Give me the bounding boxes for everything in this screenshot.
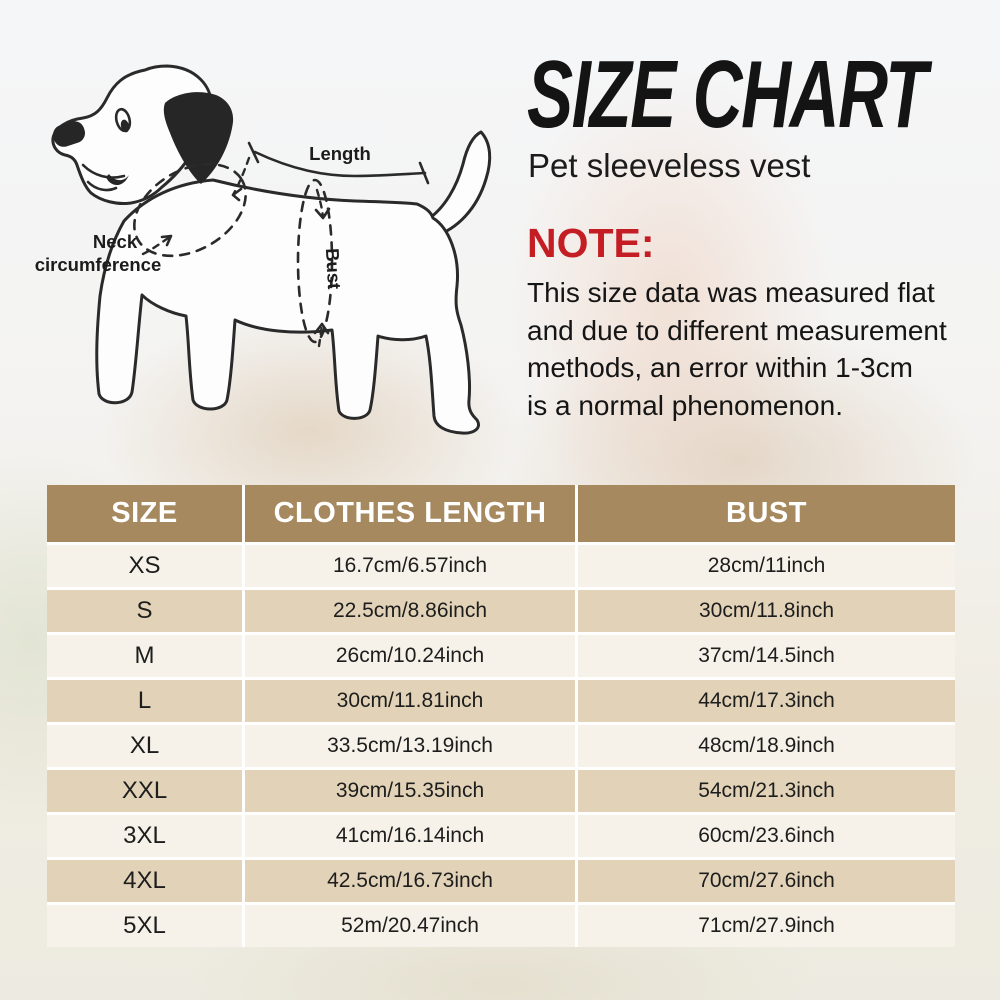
- cell-clothes-length: 42.5cm/16.73inch: [245, 860, 575, 902]
- cell-size: XS: [47, 545, 242, 587]
- cell-size: L: [47, 680, 242, 722]
- cell-size: S: [47, 590, 242, 632]
- cell-bust: 70cm/27.6inch: [578, 860, 955, 902]
- product-subtitle: Pet sleeveless vest: [528, 147, 811, 184]
- neck-arrow: [141, 234, 173, 256]
- note-line: is a normal phenomenon.: [527, 389, 843, 421]
- bust-label: Bust: [322, 248, 345, 290]
- cell-clothes-length: 41cm/16.14inch: [245, 815, 575, 857]
- neck-arrowhead: [160, 234, 173, 247]
- cell-size: XXL: [47, 770, 242, 812]
- dog-chin-line: [86, 180, 118, 192]
- neck-label-line1: Neck: [93, 231, 138, 252]
- column-header-size: SIZE: [47, 485, 242, 542]
- bust-bottom-arrow: [317, 323, 324, 348]
- cell-clothes-length: 16.7cm/6.57inch: [245, 545, 575, 587]
- bust-top-arrow: [315, 188, 325, 219]
- page-title: SIZE CHART: [527, 41, 928, 148]
- cell-clothes-length: 52m/20.47inch: [245, 905, 575, 947]
- note-text: This size data was measured flat and due…: [527, 274, 947, 424]
- cell-clothes-length: 39cm/15.35inch: [245, 770, 575, 812]
- cell-clothes-length: 33.5cm/13.19inch: [245, 725, 575, 767]
- dog-ear: [163, 92, 234, 184]
- dog-pupil: [120, 119, 130, 133]
- neck-circumference-ellipse: [133, 162, 247, 258]
- cell-size: 4XL: [47, 860, 242, 902]
- shoulder-arrowhead: [231, 187, 243, 202]
- cell-bust: 54cm/21.3inch: [578, 770, 955, 812]
- cell-bust: 71cm/27.9inch: [578, 905, 955, 947]
- dog-body: [95, 178, 480, 435]
- bust-ellipse: [296, 178, 334, 344]
- dog-nose: [52, 121, 86, 147]
- dog-mouth-corner: [106, 174, 129, 185]
- bust-top-arrowhead: [314, 207, 331, 220]
- cell-bust: 48cm/18.9inch: [578, 725, 955, 767]
- dog-tail: [425, 130, 492, 238]
- cell-size: 5XL: [47, 905, 242, 947]
- note-line: and due to different measurement: [527, 314, 947, 346]
- cell-size: 3XL: [47, 815, 242, 857]
- bust-bottom-arrowhead: [313, 322, 330, 335]
- cell-size: M: [47, 635, 242, 677]
- dog-mouth: [81, 163, 126, 179]
- length-measure-line: [253, 150, 427, 178]
- note-heading: NOTE:: [527, 220, 655, 266]
- cell-clothes-length: 30cm/11.81inch: [245, 680, 575, 722]
- length-label: Length: [309, 143, 371, 164]
- cell-bust: 28cm/11inch: [578, 545, 955, 587]
- note-line: This size data was measured flat: [527, 277, 935, 308]
- cell-clothes-length: 26cm/10.24inch: [245, 635, 575, 677]
- column-header-bust: BUST: [578, 485, 955, 542]
- cell-bust: 44cm/17.3inch: [578, 680, 955, 722]
- cell-bust: 30cm/11.8inch: [578, 590, 955, 632]
- cell-clothes-length: 22.5cm/8.86inch: [245, 590, 575, 632]
- cell-size: XL: [47, 725, 242, 767]
- shoulder-arrow: [231, 156, 251, 197]
- length-measure-ticks: [247, 141, 430, 185]
- note-line: methods, an error within 1-3cm: [527, 352, 913, 383]
- cell-bust: 60cm/23.6inch: [578, 815, 955, 857]
- cell-bust: 37cm/14.5inch: [578, 635, 955, 677]
- column-header-clothes-length: CLOTHES LENGTH: [245, 485, 575, 542]
- size-table: SIZE CLOTHES LENGTH BUST XS 16.7cm/6.57i…: [47, 485, 955, 947]
- neck-label-line2: circumference: [35, 254, 161, 275]
- dog-measurement-diagram: Length Bust Neck circumference: [35, 64, 492, 435]
